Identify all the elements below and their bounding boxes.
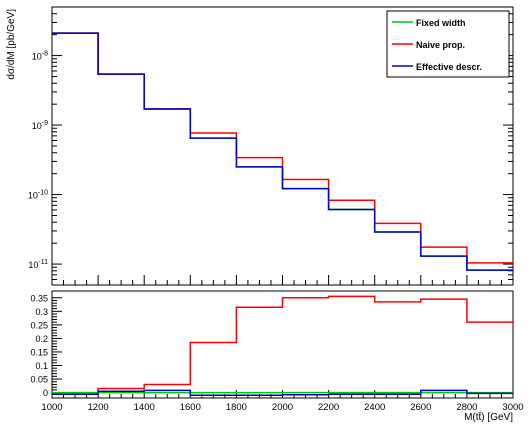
- bottom-x-tick-label: 1400: [134, 402, 155, 413]
- top-axis-ticks: [51, 6, 514, 286]
- top-series-group: [52, 32, 513, 271]
- top-y-tick-label: 10-11: [28, 259, 48, 270]
- bottom-x-tick-label: 1800: [226, 402, 247, 413]
- bottom-x-tick-label: 2600: [410, 402, 431, 413]
- top-series-effective-descr: [52, 32, 513, 271]
- bottom-x-tick-labels: 1000 1200 1400 1600 1800 2000 2200 2400 2600 2800…: [41, 402, 523, 413]
- bottom-y-tick-label: 0.25: [30, 320, 48, 330]
- bottom-y-tick-label: 0.15: [30, 347, 48, 357]
- bottom-x-tick-label: 2400: [364, 402, 385, 413]
- top-panel: 10-11 10-10 10-9 10-8 dσ/dM [pb/GeV] Fixed …: [6, 6, 514, 286]
- bottom-series-group: [52, 295, 513, 397]
- top-y-tick-label: 10-10: [28, 190, 48, 201]
- legend-label-effective-descr: Effective descr.: [416, 62, 482, 72]
- bottom-y-tick-label: 0.3: [35, 307, 48, 317]
- bottom-y-tick-label: 0.05: [30, 375, 48, 385]
- top-y-axis-label: dσ/dM [pb/GeV]: [6, 9, 17, 80]
- bottom-panel: 00.050.10.150.20.250.30.35 1000 1200 1400 1…: [30, 290, 524, 423]
- bottom-x-axis-label: M(tt̄) [GeV]: [464, 411, 513, 423]
- bottom-x-tick-label: 1200: [88, 402, 109, 413]
- bottom-y-tick-label: 0.2: [35, 334, 48, 344]
- bottom-y-tick-label: 0.35: [30, 293, 48, 303]
- bottom-x-tick-label: 1600: [180, 402, 201, 413]
- bottom-x-tick-label: 2000: [272, 402, 293, 413]
- bottom-series-naive-prop: [52, 295, 513, 395]
- bottom-x-tick-label: 2200: [318, 402, 339, 413]
- top-y-tick-labels: 10-11 10-10 10-9 10-8: [28, 51, 48, 271]
- bottom-series-effective-descr: [52, 389, 513, 397]
- bottom-y-tick-label: 0: [43, 388, 48, 398]
- bottom-y-tick-labels: 0 0.05 0.1 0.15 0.2 0.25 0.3 0.35: [30, 293, 48, 398]
- bottom-x-tick-label: 1000: [41, 402, 62, 413]
- legend-label-fixed-width: Fixed width: [416, 18, 466, 28]
- top-y-tick-label: 10-8: [32, 51, 48, 62]
- legend: Fixed width Naive prop. Effective descr.: [386, 10, 510, 78]
- bottom-x-tick-label: 2800: [456, 402, 477, 413]
- bottom-y-tick-label: 0.1: [35, 361, 48, 371]
- legend-label-naive-prop: Naive prop.: [416, 40, 465, 50]
- top-y-tick-label: 10-9: [32, 120, 48, 131]
- bottom-x-tick-label: 3000: [502, 402, 523, 413]
- bottom-plot-frame: [51, 290, 514, 399]
